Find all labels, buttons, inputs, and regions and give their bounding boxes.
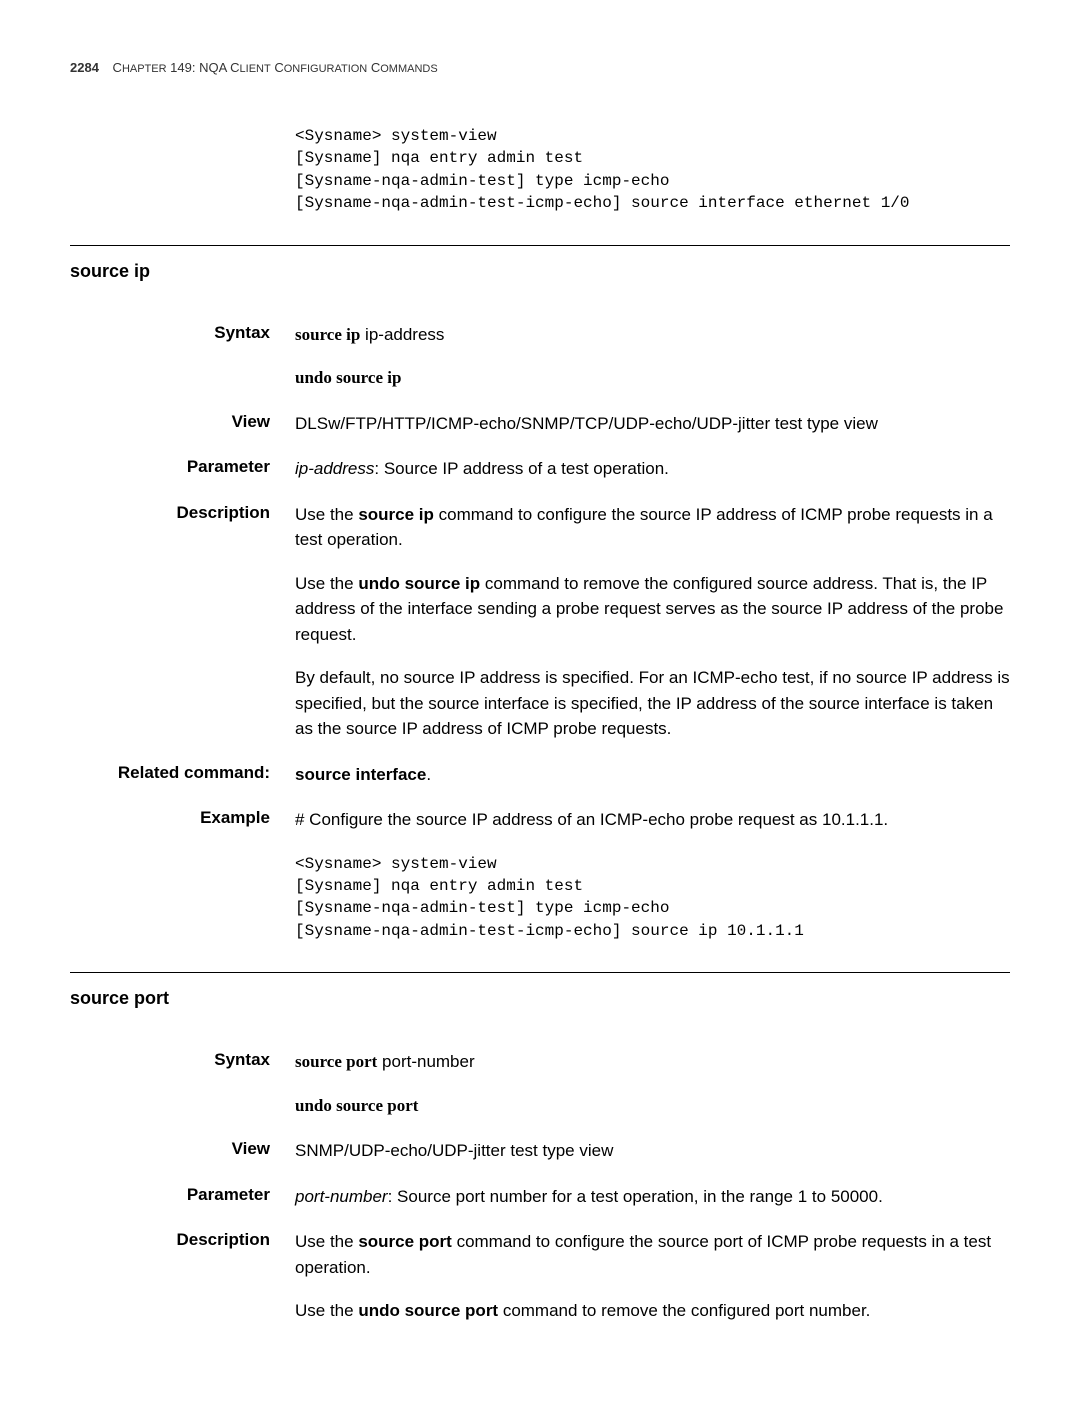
- view-content: DLSw/FTP/HTTP/ICMP-echo/SNMP/TCP/UDP-ech…: [295, 411, 1010, 437]
- description-label: Description: [70, 1229, 295, 1250]
- related-row: Related command: source interface.: [70, 762, 1010, 788]
- top-code-block: <Sysname> system-view [Sysname] nqa entr…: [295, 125, 1010, 215]
- example-label: Example: [70, 807, 295, 828]
- syntax-content: source ip ip-address undo source ip: [295, 322, 1010, 391]
- description-label: Description: [70, 502, 295, 523]
- related-content: source interface.: [295, 762, 1010, 788]
- section-title-row: source port: [70, 988, 1010, 1009]
- parameter-label: Parameter: [70, 456, 295, 477]
- parameter-row: Parameter ip-address: Source IP address …: [70, 456, 1010, 482]
- example-code-block: <Sysname> system-view [Sysname] nqa entr…: [295, 853, 1010, 943]
- syntax-content: source port port-number undo source port: [295, 1049, 1010, 1118]
- parameter-row: Parameter port-number: Source port numbe…: [70, 1184, 1010, 1210]
- view-label: View: [70, 411, 295, 432]
- syntax-label: Syntax: [70, 322, 295, 343]
- related-label: Related command:: [70, 762, 295, 783]
- view-label: View: [70, 1138, 295, 1159]
- view-row: View SNMP/UDP-echo/UDP-jitter test type …: [70, 1138, 1010, 1164]
- example-content: # Configure the source IP address of an …: [295, 807, 1010, 833]
- parameter-content: ip-address: Source IP address of a test …: [295, 456, 1010, 482]
- description-row: Description Use the source ip command to…: [70, 502, 1010, 742]
- description-content: Use the source ip command to configure t…: [295, 502, 1010, 742]
- section-divider: [70, 245, 1010, 246]
- syntax-label: Syntax: [70, 1049, 295, 1070]
- section-title: source port: [70, 988, 169, 1009]
- description-row: Description Use the source port command …: [70, 1229, 1010, 1324]
- section-title: source ip: [70, 261, 150, 282]
- parameter-content: port-number: Source port number for a te…: [295, 1184, 1010, 1210]
- page-container: 2284 CHAPTER 149: NQA CLIENT CONFIGURATI…: [0, 0, 1080, 1404]
- chapter-text: CHAPTER 149: NQA CLIENT CONFIGURATION CO…: [113, 60, 438, 75]
- parameter-label: Parameter: [70, 1184, 295, 1205]
- example-row: Example # Configure the source IP addres…: [70, 807, 1010, 833]
- description-content: Use the source port command to configure…: [295, 1229, 1010, 1324]
- page-number: 2284: [70, 60, 99, 75]
- section-title-row: source ip: [70, 261, 1010, 282]
- section-divider: [70, 972, 1010, 973]
- syntax-row: Syntax source ip ip-address undo source …: [70, 322, 1010, 391]
- page-header: 2284 CHAPTER 149: NQA CLIENT CONFIGURATI…: [70, 60, 1010, 75]
- view-content: SNMP/UDP-echo/UDP-jitter test type view: [295, 1138, 1010, 1164]
- syntax-row: Syntax source port port-number undo sour…: [70, 1049, 1010, 1118]
- view-row: View DLSw/FTP/HTTP/ICMP-echo/SNMP/TCP/UD…: [70, 411, 1010, 437]
